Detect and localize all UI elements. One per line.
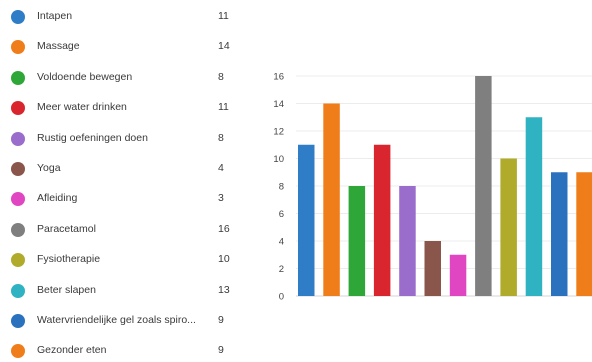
legend-item: Paracetamol 16 — [0, 219, 250, 241]
legend-swatch — [11, 40, 25, 55]
legend-label: Intapen — [37, 10, 73, 22]
legend-item: Intapen 11 — [0, 6, 250, 28]
legend-count: 11 — [218, 10, 229, 22]
legend-count: 8 — [218, 131, 224, 144]
legend-count: 13 — [218, 283, 230, 296]
y-tick-label: 16 — [273, 72, 284, 83]
legend-item: Voldoende bewegen 8 — [0, 67, 250, 89]
legend-label: Beter slapen — [37, 283, 96, 296]
bar — [298, 144, 315, 296]
legend-label: Afleiding — [37, 192, 78, 205]
legend-item: Fysiotherapie 10 — [0, 249, 250, 271]
legend-count: 8 — [218, 70, 224, 83]
legend-label: Fysiotherapie — [37, 253, 101, 266]
legend-item: Yoga 4 — [0, 158, 250, 180]
legend-item: Afleiding 3 — [0, 188, 250, 210]
legend-label: Massage — [37, 40, 80, 53]
legend-label: Meer water drinken — [37, 101, 127, 114]
legend-item: Watervriendelijke gel zoals spiro... 9 — [0, 310, 250, 332]
legend-item: Gezonder eten 9 — [0, 340, 250, 362]
y-tick-label: 2 — [279, 264, 284, 275]
legend-label: Voldoende bewegen — [37, 70, 133, 83]
legend-count: 9 — [218, 314, 224, 326]
y-tick-label: 8 — [279, 182, 284, 193]
bar — [449, 254, 467, 296]
legend-swatch — [11, 253, 25, 268]
legend-swatch — [11, 314, 25, 328]
y-tick-label: 0 — [279, 292, 284, 303]
legend-swatch — [11, 131, 25, 146]
legend-swatch — [11, 70, 25, 85]
legend-label: Watervriendelijke gel zoals spiro... — [37, 314, 196, 326]
bar — [424, 241, 441, 296]
legend-count: 9 — [218, 344, 224, 357]
legend-count: 14 — [218, 40, 230, 53]
legend-swatch — [11, 162, 25, 176]
legend-label: Gezonder eten — [37, 344, 107, 357]
legend-label: Yoga — [37, 162, 61, 174]
legend-count: 10 — [218, 253, 230, 266]
legend-item: Meer water drinken 11 — [0, 97, 250, 119]
bar — [500, 158, 517, 296]
legend-item: Beter slapen 13 — [0, 280, 250, 302]
bar — [348, 186, 366, 296]
bar — [525, 117, 543, 296]
bar — [373, 144, 391, 296]
y-tick-label: 12 — [273, 127, 284, 138]
bars — [298, 76, 592, 296]
y-tick-label: 6 — [279, 209, 284, 220]
legend-swatch — [11, 101, 25, 116]
bar — [323, 103, 340, 296]
legend-swatch — [11, 192, 25, 207]
legend-item: Massage 14 — [0, 36, 250, 58]
legend-item: Rustig oefeningen doen 8 — [0, 128, 250, 150]
bar — [399, 186, 416, 296]
legend-swatch — [11, 283, 25, 298]
bar — [576, 172, 592, 296]
legend-swatch — [11, 222, 25, 237]
bar — [475, 76, 492, 296]
gridlines — [296, 75, 592, 297]
y-tick-label: 14 — [273, 99, 284, 110]
legend-swatch — [11, 10, 25, 24]
legend-label: Paracetamol — [37, 222, 96, 235]
legend-swatch — [11, 344, 25, 359]
y-tick-label: 10 — [273, 154, 284, 165]
y-tick-label: 4 — [279, 237, 284, 248]
legend-count: 3 — [218, 192, 224, 205]
legend-count: 16 — [218, 222, 230, 235]
legend-count: 11 — [218, 101, 229, 114]
legend-label: Rustig oefeningen doen — [37, 131, 148, 144]
bar — [551, 172, 568, 296]
y-axis-ticks: 0 2 4 6 8 10 12 14 16 — [273, 72, 284, 303]
legend-count: 4 — [218, 162, 224, 174]
